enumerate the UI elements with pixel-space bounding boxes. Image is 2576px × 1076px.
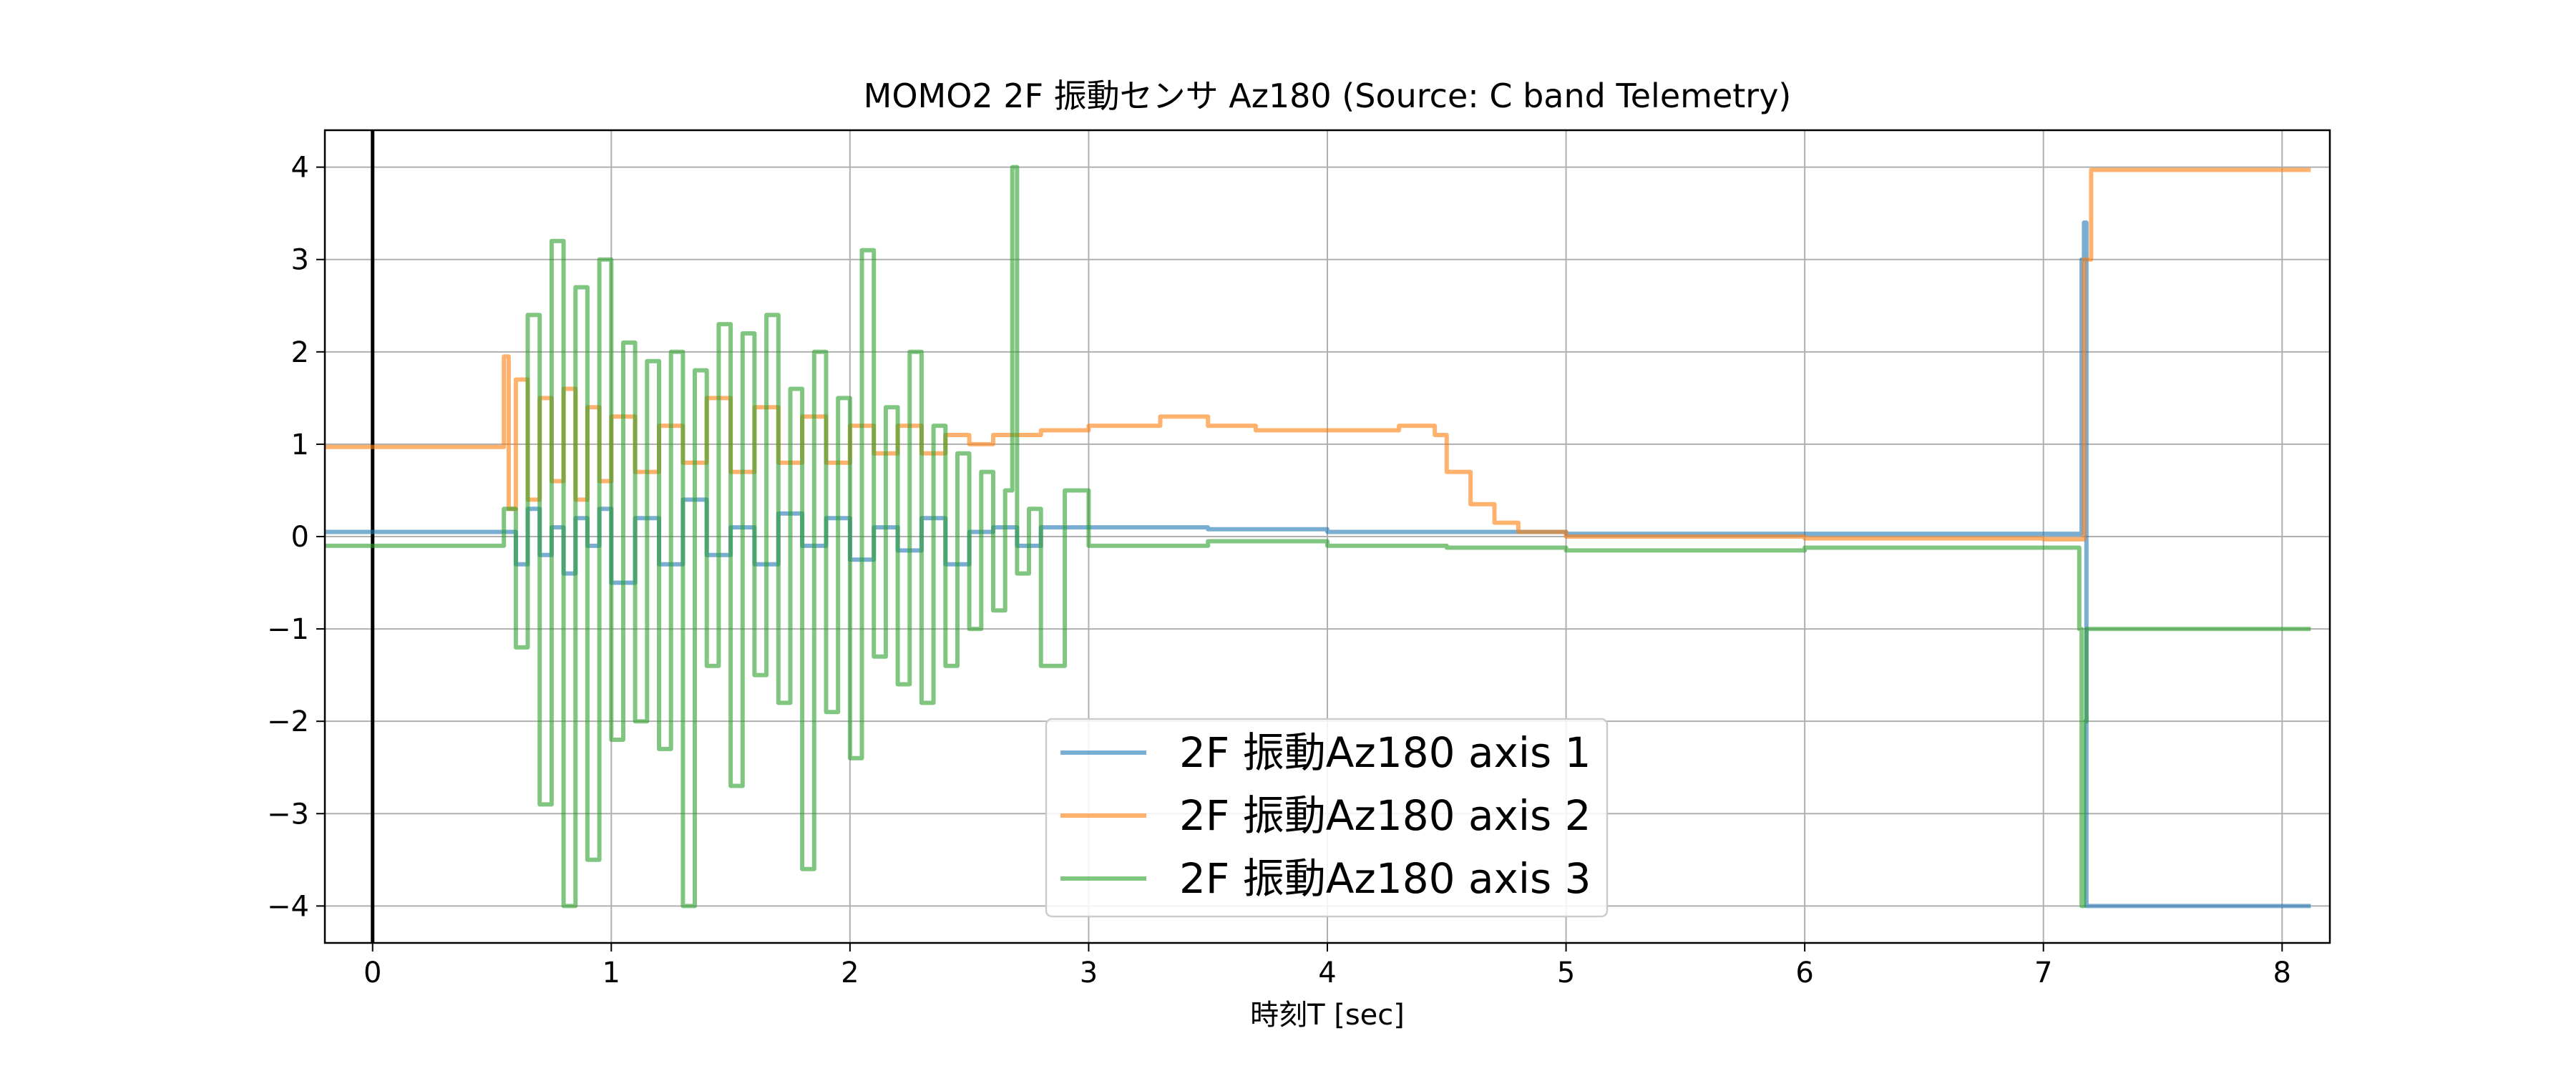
legend-label-axis-2: 2F 振動Az180 axis 2 bbox=[1179, 791, 1591, 840]
y-tick-label: −2 bbox=[267, 705, 309, 738]
y-tick-label: 3 bbox=[291, 244, 309, 277]
y-tick-label: 0 bbox=[291, 521, 309, 554]
series-line-axis-3 bbox=[325, 165, 2311, 909]
x-tick-label: 2 bbox=[841, 957, 859, 989]
x-axis: 0 1 2 3 4 5 6 7 8 bbox=[364, 943, 2291, 989]
y-tick-label: −1 bbox=[267, 613, 309, 646]
x-tick-label: 7 bbox=[2034, 957, 2052, 989]
x-axis-label: 時刻T [sec] bbox=[1250, 999, 1405, 1032]
x-tick-label: 6 bbox=[1795, 957, 1813, 989]
grid bbox=[325, 130, 2330, 943]
legend-label-axis-1: 2F 振動Az180 axis 1 bbox=[1179, 728, 1591, 777]
x-tick-label: 1 bbox=[602, 957, 620, 989]
y-tick-label: −3 bbox=[267, 798, 309, 831]
y-axis: 4 3 2 1 0 −1 −2 −3 −4 bbox=[267, 152, 325, 923]
legend-label-axis-3: 2F 振動Az180 axis 3 bbox=[1179, 854, 1591, 903]
x-tick-label: 5 bbox=[1557, 957, 1575, 989]
y-tick-label: 2 bbox=[291, 336, 309, 369]
x-tick-label: 0 bbox=[364, 957, 381, 989]
legend: 2F 振動Az180 axis 1 2F 振動Az180 axis 2 2F 振動A… bbox=[1045, 718, 1609, 918]
legend-box bbox=[1045, 718, 1609, 918]
y-tick-label: 4 bbox=[291, 152, 309, 185]
series-group bbox=[325, 165, 2311, 909]
chart-title: MOMO2 2F 振動センサ Az180 (Source: C band Tel… bbox=[864, 77, 1792, 115]
x-tick-label: 3 bbox=[1080, 957, 1098, 989]
x-tick-label: 8 bbox=[2273, 957, 2291, 989]
y-tick-label: −4 bbox=[267, 890, 309, 923]
y-tick-label: 1 bbox=[291, 429, 309, 461]
x-tick-label: 4 bbox=[1318, 957, 1336, 989]
